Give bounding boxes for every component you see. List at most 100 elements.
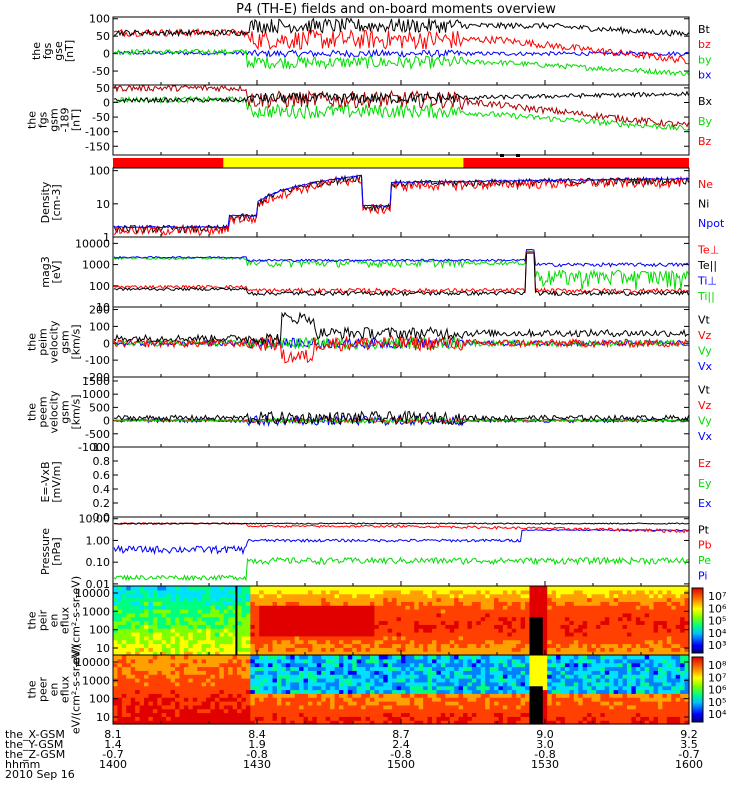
- spectrogram-cell: [684, 612, 690, 618]
- spectrogram-cell: [175, 712, 181, 717]
- spectrogram-cell: [157, 689, 163, 694]
- spectrogram-cell: [179, 655, 185, 660]
- spectrogram-cell: [432, 662, 438, 668]
- spectrogram-cell: [591, 643, 597, 648]
- spectrogram-cell: [440, 708, 446, 714]
- spectrogram-cell: [179, 612, 185, 618]
- spectrogram-cell: [210, 708, 216, 714]
- spectrogram-cell: [471, 605, 477, 610]
- spectrogram-cell: [463, 704, 469, 710]
- spectrogram-cell: [511, 678, 517, 683]
- spectrogram-cell: [529, 589, 535, 595]
- spectrogram-cell: [396, 712, 402, 717]
- spectrogram-cell: [556, 670, 562, 675]
- spectrogram-cell: [533, 678, 539, 683]
- spectrogram-cell: [591, 628, 597, 633]
- spectrogram-cell: [427, 678, 433, 683]
- spectrogram-cell: [325, 666, 331, 671]
- spectrogram-cell: [126, 635, 132, 641]
- spectrogram-cell: [210, 597, 216, 602]
- spectrogram-cell: [485, 693, 491, 698]
- spectrogram-cell: [383, 620, 389, 625]
- spectrogram-cell: [622, 697, 628, 702]
- spectrogram-cell: [471, 609, 477, 614]
- spectrogram-cell: [241, 662, 247, 668]
- spectrogram-cell: [219, 720, 225, 725]
- spectrogram-cell: [201, 601, 207, 606]
- spectrogram-cell: [392, 662, 398, 668]
- spectrogram-cell: [671, 674, 677, 679]
- spectrogram-cell: [635, 586, 641, 591]
- spectrogram-cell: [485, 632, 491, 637]
- spectrogram-cell: [595, 624, 601, 629]
- spectrogram-cell: [600, 643, 606, 648]
- spectrogram-cell: [299, 605, 305, 610]
- spectrogram-cell: [458, 586, 464, 591]
- spectrogram-cell: [303, 601, 309, 606]
- spectrogram-cell: [671, 647, 677, 652]
- spectrogram-cell: [533, 620, 539, 625]
- spectrogram-cell: [250, 689, 256, 694]
- spectrogram-cell: [135, 670, 141, 675]
- spectrogram-cell: [374, 670, 380, 675]
- spectrogram-cell: [330, 685, 336, 691]
- spectrogram-cell: [219, 678, 225, 683]
- spectrogram-cell: [560, 712, 566, 717]
- spectrogram-cell: [427, 689, 433, 694]
- spectrogram-cell: [533, 716, 539, 721]
- spectrogram-cell: [618, 593, 624, 599]
- spectrogram-cell: [272, 589, 278, 595]
- spectrogram-cell: [179, 693, 185, 698]
- spectrogram-cell: [121, 697, 127, 702]
- spectrogram-cell: [352, 612, 358, 618]
- spectrogram-cell: [525, 616, 531, 622]
- spectrogram-cell: [622, 720, 628, 725]
- spectrogram-cell: [671, 716, 677, 721]
- spectrogram-cell: [600, 601, 606, 606]
- spectrogram-cell: [263, 609, 269, 614]
- spectrogram-cell: [440, 655, 446, 660]
- spectrogram-cell: [396, 589, 402, 595]
- spectrogram-cell: [613, 712, 619, 717]
- spectrogram-cell: [622, 651, 628, 656]
- spectrogram-cell: [130, 693, 136, 698]
- spectrogram-cell: [538, 605, 544, 610]
- spectrogram-cell: [387, 586, 393, 591]
- spectrogram-cell: [409, 704, 415, 710]
- spectrogram-cell: [613, 716, 619, 721]
- spectrogram-cell: [538, 616, 544, 622]
- spectrogram-cell: [272, 658, 278, 664]
- spectrogram-cell: [321, 666, 327, 671]
- spectrogram-cell: [347, 693, 353, 698]
- spectrogram-cell: [485, 651, 491, 656]
- spectrogram-cell: [680, 624, 686, 629]
- spectrogram-cell: [600, 704, 606, 710]
- spectrogram-cell: [401, 701, 407, 706]
- spectrogram-cell: [471, 597, 477, 602]
- spectrogram-cell: [551, 589, 557, 595]
- spectrogram-cell: [214, 632, 220, 637]
- spectrogram-cell: [166, 712, 172, 717]
- spectrogram-cell: [618, 662, 624, 668]
- spectrogram-cell: [613, 697, 619, 702]
- spectrogram-cell: [414, 651, 420, 656]
- spectrogram-cell: [325, 662, 331, 668]
- spectrogram-cell: [352, 655, 358, 660]
- spectrogram-cell: [529, 616, 535, 622]
- spectrogram-cell: [356, 662, 362, 668]
- spectrogram-cell: [263, 601, 269, 606]
- spectrogram-cell: [401, 655, 407, 660]
- spectrogram-cell: [449, 597, 455, 602]
- spectrogram-cell: [511, 708, 517, 714]
- spectrogram-cell: [480, 697, 486, 702]
- spectrogram-cell: [591, 624, 597, 629]
- spectrogram-cell: [626, 609, 632, 614]
- spectrogram-cell: [427, 609, 433, 614]
- spectrogram-cell: [152, 605, 158, 610]
- spectrogram-cell: [476, 612, 482, 618]
- spectrogram-cell: [361, 609, 367, 614]
- spectrogram-cell: [392, 670, 398, 675]
- spectrogram-cell: [183, 704, 189, 710]
- spectrogram-cell: [175, 593, 181, 599]
- spectrogram-cell: [445, 697, 451, 702]
